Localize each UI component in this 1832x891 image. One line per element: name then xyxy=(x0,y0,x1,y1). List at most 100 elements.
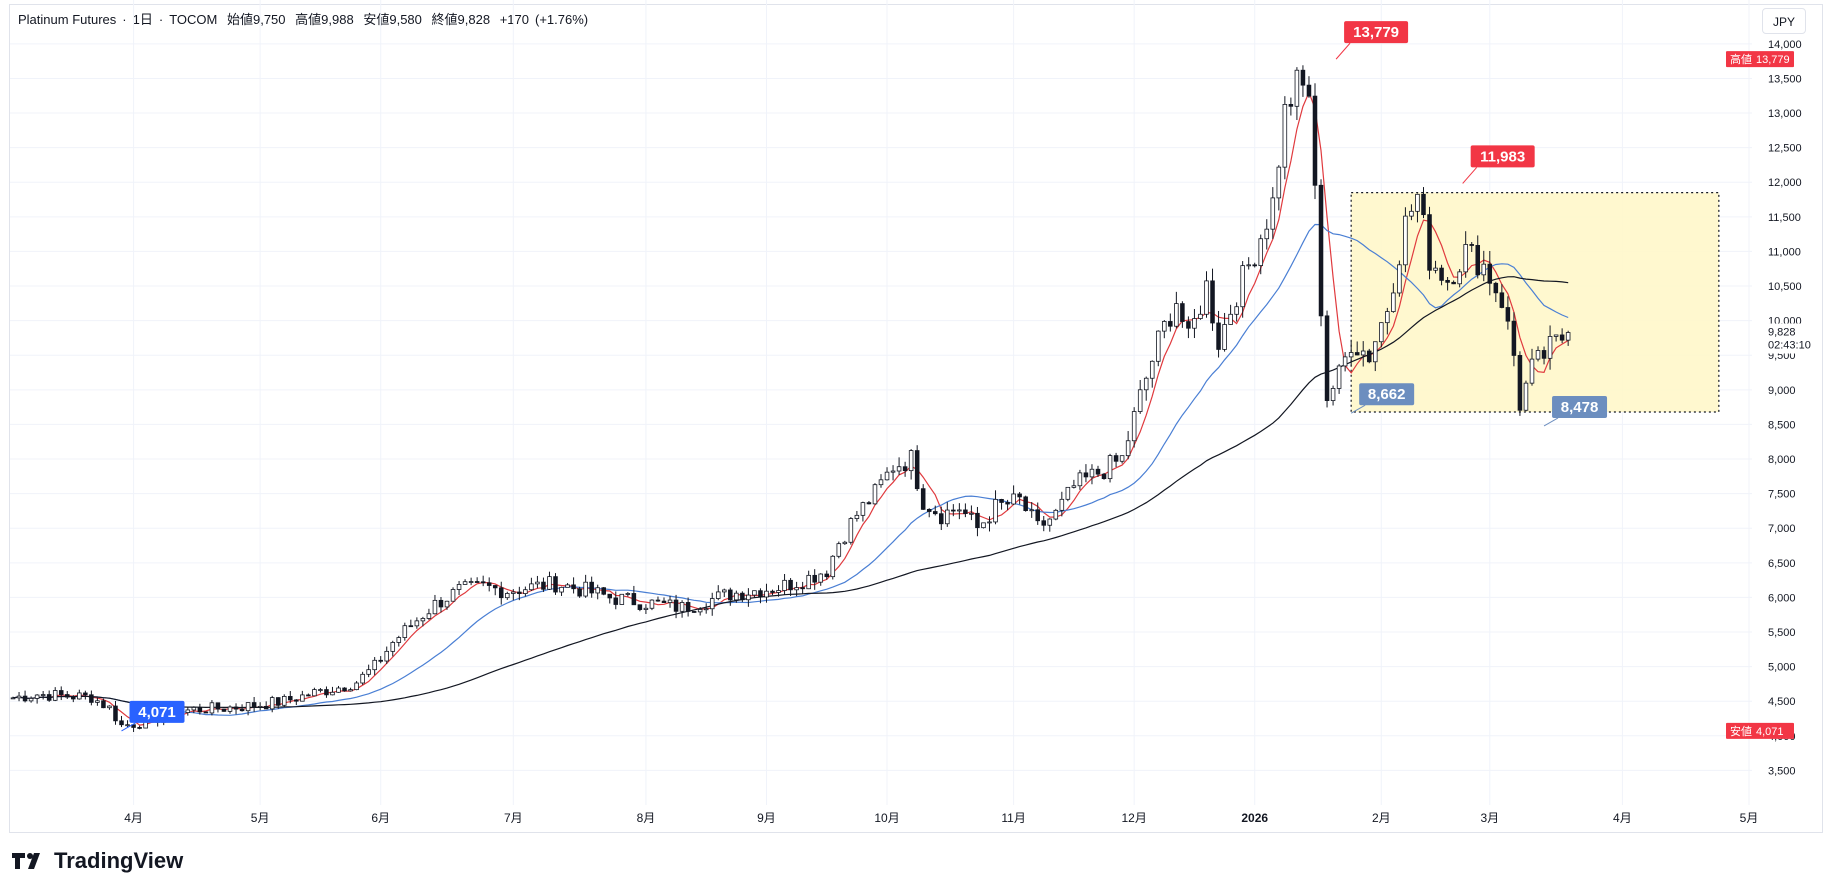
candle-down xyxy=(1101,473,1107,480)
close-value: 9,828 xyxy=(457,12,491,27)
candle-down xyxy=(932,511,938,515)
candle-down xyxy=(306,694,311,697)
candle-down xyxy=(571,584,576,590)
candle-down xyxy=(438,599,444,608)
candle-down xyxy=(1541,350,1547,359)
candle-up xyxy=(987,521,992,524)
candle-down xyxy=(758,590,763,598)
symbol-name[interactable]: Platinum Futures xyxy=(18,12,117,27)
candle-down xyxy=(1469,244,1474,246)
candle-up xyxy=(981,522,986,529)
candle-down xyxy=(239,708,245,712)
candle-up xyxy=(1137,389,1143,412)
candle-up xyxy=(34,694,40,699)
candle-down xyxy=(251,702,257,708)
price-tick-label: 12,500 xyxy=(1768,143,1802,155)
candle-down xyxy=(788,579,793,591)
candle-up xyxy=(565,584,570,588)
time-tick-label: 4月 xyxy=(1613,811,1632,825)
candle-down xyxy=(58,690,64,695)
candle-up xyxy=(1198,313,1203,319)
price-axis[interactable]: 3,5004,0004,5005,0005,5006,0006,5007,000… xyxy=(1726,39,1814,778)
interval[interactable]: 1日 xyxy=(132,12,153,27)
candle-up xyxy=(908,450,914,472)
candle-up xyxy=(806,574,811,590)
price-tick-label: 14,000 xyxy=(1768,39,1802,51)
candle-down xyxy=(1318,184,1324,317)
time-tick-label: 2月 xyxy=(1372,811,1391,825)
candle-down xyxy=(1517,355,1523,411)
candle-up xyxy=(595,587,600,594)
candle-up xyxy=(890,470,896,473)
candle-down xyxy=(926,508,932,512)
currency-button[interactable]: JPY xyxy=(1762,8,1806,34)
candle-down xyxy=(601,587,606,595)
candle-up xyxy=(1547,336,1553,359)
time-tick-label: 9月 xyxy=(757,811,776,825)
candle-up xyxy=(1348,352,1354,358)
candle-up xyxy=(679,602,685,612)
interval-dot: · xyxy=(122,12,127,27)
candle-up xyxy=(354,682,359,691)
candle-down xyxy=(999,498,1004,503)
candle-up xyxy=(1330,388,1336,401)
candle-up xyxy=(878,479,884,486)
high-marker-box xyxy=(1470,145,1535,168)
candle-down xyxy=(1505,307,1511,322)
axis-badge-label: 高値 xyxy=(1730,52,1752,66)
axis-badge-value: 13,779 xyxy=(1756,54,1790,66)
candle-up xyxy=(1204,280,1209,315)
candle-down xyxy=(113,705,118,722)
candle-up xyxy=(1149,360,1155,379)
marker-pointer xyxy=(1350,404,1366,414)
candle-down xyxy=(1005,502,1010,505)
low-marker-box xyxy=(1359,383,1415,406)
candle-down xyxy=(661,600,667,603)
high-marker-box xyxy=(1344,21,1409,44)
candle-up xyxy=(511,591,516,594)
candle-down xyxy=(1113,455,1119,462)
candle-down xyxy=(1421,193,1426,216)
candle-up xyxy=(945,509,950,525)
candle-down xyxy=(517,591,522,594)
candle-up xyxy=(1457,271,1462,285)
range-box[interactable] xyxy=(1350,192,1720,413)
price-tick-label: 13,500 xyxy=(1768,73,1802,85)
candle-up xyxy=(722,589,727,593)
candle-up xyxy=(529,583,534,591)
candle-up xyxy=(535,581,540,585)
candle-up xyxy=(649,599,655,609)
candle-down xyxy=(131,724,136,728)
candle-down xyxy=(263,705,269,710)
candle-down xyxy=(812,574,817,583)
candle-up xyxy=(1397,264,1402,294)
time-tick-label: 6月 xyxy=(371,811,390,825)
tradingview-logo[interactable]: TradingView xyxy=(12,848,183,874)
time-axis[interactable]: 4月 5月 6月 7月 8月 9月 10月 11月 12月 2026 2月 3月 4月 5月 xyxy=(124,811,1758,825)
candle-up xyxy=(1107,455,1113,480)
candle-up xyxy=(1415,193,1420,212)
price-tick-label: 4,500 xyxy=(1768,696,1796,708)
candle-down xyxy=(577,588,582,597)
candle-down xyxy=(1354,352,1360,356)
candle-down xyxy=(1017,493,1022,498)
candle-up xyxy=(1270,197,1276,230)
candle-up xyxy=(95,700,100,703)
candle-down xyxy=(486,582,492,586)
high-label: 高値 xyxy=(295,12,322,27)
candle-up xyxy=(872,484,878,505)
candle-up xyxy=(1264,228,1270,240)
time-tick-label: 2026 xyxy=(1241,811,1268,825)
candle-up xyxy=(28,698,34,702)
time-tick-label: 5月 xyxy=(251,811,270,825)
candle-up xyxy=(1240,265,1245,308)
candle-up xyxy=(1409,210,1414,217)
candle-down xyxy=(275,697,281,706)
candle-down xyxy=(22,695,28,702)
candle-up xyxy=(559,586,564,593)
candle-up xyxy=(836,543,842,557)
candle-up xyxy=(348,689,353,692)
candle-up xyxy=(300,694,305,702)
price-tick-label: 11,000 xyxy=(1768,246,1801,258)
